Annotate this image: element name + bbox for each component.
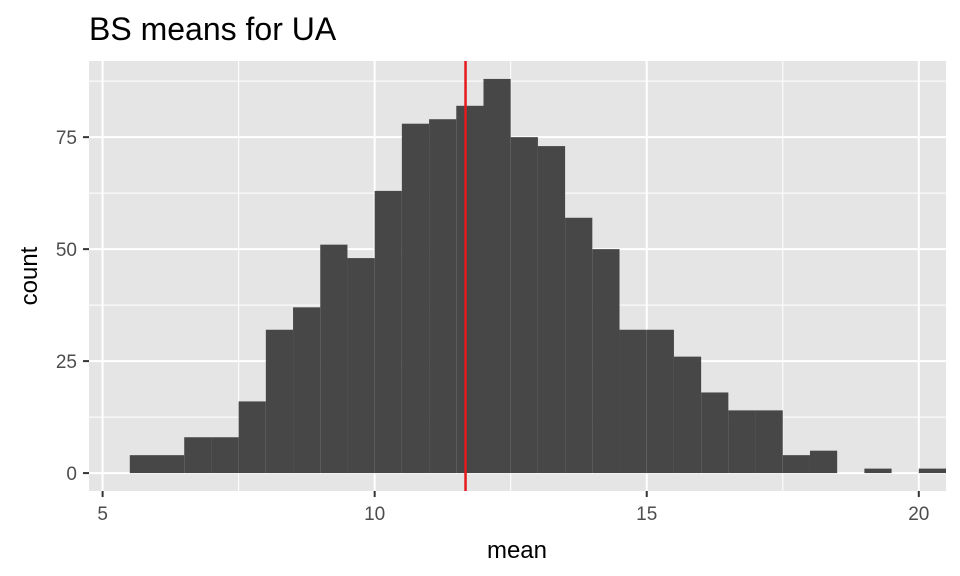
histogram-bar [265,329,294,474]
histogram-bar [592,249,620,474]
histogram-bar [755,410,783,474]
y-axis-title: count [16,246,43,305]
histogram-bar [918,468,946,474]
x-tick-label: 15 [636,504,657,525]
x-axis: 5 10 15 20 [97,491,929,525]
histogram-bar [320,244,348,474]
histogram-bar [374,190,402,474]
histogram-bar [537,146,566,474]
histogram-bar [238,401,266,474]
histogram-bar [429,119,457,474]
histogram-bar [782,455,810,474]
histogram-bar [673,356,702,474]
histogram-bar [129,455,158,474]
histogram-bar [211,437,239,474]
histogram-bar [456,105,484,474]
y-axis: 0 25 50 75 [56,128,89,485]
histogram-bar [483,78,511,474]
x-axis-title: mean [487,537,547,564]
histogram-bar [565,217,593,474]
histogram-bars [129,78,946,474]
y-tick-label: 0 [66,464,77,485]
x-tick-label: 20 [908,504,929,525]
histogram-bar [401,123,430,474]
x-tick-label: 10 [364,504,385,525]
histogram-bar [646,329,674,474]
y-tick-label: 25 [56,352,77,373]
y-tick-label: 75 [56,128,77,149]
histogram-bar [619,329,647,474]
histogram-bar [510,137,538,474]
chart-title: BS means for UA [89,11,337,47]
histogram-bar [728,410,756,474]
histogram-bar [864,468,892,474]
x-tick-label: 5 [97,504,108,525]
y-tick-label: 50 [56,240,77,261]
histogram-bar [701,392,729,474]
histogram-bar [184,437,212,474]
histogram-bar [809,450,838,474]
histogram-bar [347,258,375,474]
histogram-bar [157,455,185,474]
histogram-bar [293,307,321,474]
